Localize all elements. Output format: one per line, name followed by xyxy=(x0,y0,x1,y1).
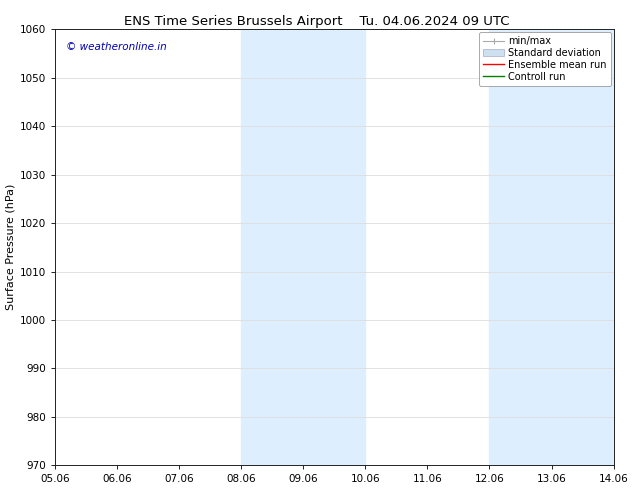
Bar xyxy=(489,29,614,465)
Bar xyxy=(241,29,365,465)
Text: ENS Time Series Brussels Airport    Tu. 04.06.2024 09 UTC: ENS Time Series Brussels Airport Tu. 04.… xyxy=(124,15,510,28)
Y-axis label: Surface Pressure (hPa): Surface Pressure (hPa) xyxy=(6,184,16,311)
Text: © weatheronline.in: © weatheronline.in xyxy=(66,42,167,52)
Legend: min/max, Standard deviation, Ensemble mean run, Controll run: min/max, Standard deviation, Ensemble me… xyxy=(479,32,611,86)
